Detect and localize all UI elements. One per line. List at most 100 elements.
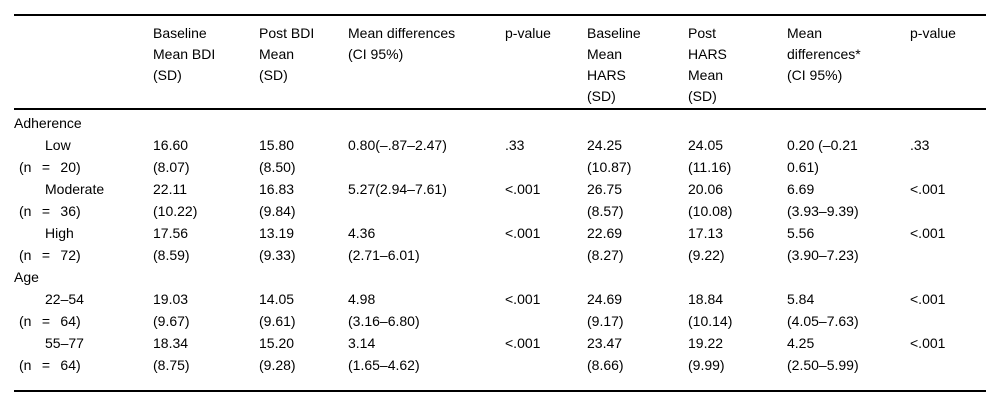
value-line-2: (4.05–7.63): [787, 313, 859, 329]
value-line-1: 18.84: [688, 291, 724, 307]
value-line-1: <.001: [910, 181, 946, 197]
value-line-1: 5.27(2.94–7.61): [348, 181, 447, 197]
column-header-8: p-value: [910, 15, 986, 110]
value-line-1: 17.13: [688, 225, 724, 241]
value-cell: 17.56 (8.59): [153, 222, 259, 266]
value-line-1: <.001: [910, 335, 946, 351]
value-line-1: <.001: [505, 181, 541, 197]
row-sample-size: (n = 36): [19, 203, 81, 219]
value-line-2: (1.65–4.62): [348, 357, 420, 373]
value-line-2: (9.99): [688, 357, 725, 373]
value-cell: 3.14 (1.65–4.62): [348, 332, 505, 391]
row-label-cell: 55–77 (n = 64): [14, 332, 153, 391]
value-cell: 0.20 (–0.21 0.61): [787, 134, 910, 178]
column-header-4: p-value: [505, 15, 587, 110]
value-cell: 0.80(–.87–2.47): [348, 134, 505, 178]
value-line-2: [910, 310, 982, 332]
value-cell: 4.36 (2.71–6.01): [348, 222, 505, 266]
value-cell: 13.19 (9.33): [259, 222, 348, 266]
value-line-2: (10.08): [688, 203, 733, 219]
results-table: Baseline Mean BDI (SD) Post BDI Mean (SD) Mean…: [14, 14, 986, 392]
value-line-2: (8.75): [153, 357, 190, 373]
section-row: Adherence: [14, 109, 986, 134]
value-line-2: [910, 156, 982, 178]
value-line-2: (8.50): [259, 159, 296, 175]
column-header-6: Post HARS Mean (SD): [688, 15, 787, 110]
value-line-1: 3.14: [348, 335, 376, 351]
data-row: 55–77 (n = 64) 18.34 (8.75) 15.20 (9.28) 3.14 (…: [14, 332, 986, 391]
value-line-2: [505, 310, 583, 332]
value-cell: <.001: [505, 288, 587, 332]
value-cell: .33: [505, 134, 587, 178]
data-row: Low (n = 20) 16.60 (8.07) 15.80 (8.50) 0.80(–.…: [14, 134, 986, 178]
value-line-2: (8.66): [587, 357, 624, 373]
value-cell: 4.98 (3.16–6.80): [348, 288, 505, 332]
value-line-1: 6.69: [787, 181, 815, 197]
value-cell: <.001: [910, 288, 986, 332]
column-header-2: Post BDI Mean (SD): [259, 15, 348, 110]
value-line-1: <.001: [910, 225, 946, 241]
value-line-1: 19.03: [153, 291, 189, 307]
value-cell: 24.05 (11.16): [688, 134, 787, 178]
column-header-1: Baseline Mean BDI (SD): [153, 15, 259, 110]
value-line-1: 14.05: [259, 291, 295, 307]
value-cell: 18.34 (8.75): [153, 332, 259, 391]
value-line-2: [910, 244, 982, 266]
value-line-1: 24.05: [688, 137, 724, 153]
value-cell: 23.47 (8.66): [587, 332, 688, 391]
value-line-1: 16.83: [259, 181, 295, 197]
value-line-1: 5.84: [787, 291, 815, 307]
value-line-2: (9.22): [688, 247, 725, 263]
value-line-2: (9.61): [259, 313, 296, 329]
column-header-0: [14, 15, 153, 110]
value-line-1: 26.75: [587, 181, 623, 197]
value-line-1: 24.25: [587, 137, 623, 153]
section-label: Age: [14, 269, 39, 285]
value-cell: 17.13 (9.22): [688, 222, 787, 266]
value-line-1: <.001: [505, 225, 541, 241]
column-header-3: Mean differences (CI 95%): [348, 15, 505, 110]
header-line: (CI 95%): [787, 67, 843, 83]
row-sample-size: (n = 64): [19, 357, 81, 373]
value-line-2: [910, 354, 982, 376]
value-line-1: 24.69: [587, 291, 623, 307]
value-line-2: (3.93–9.39): [787, 203, 859, 219]
value-line-1: 20.06: [688, 181, 724, 197]
header-line: (CI 95%): [348, 46, 404, 62]
value-line-2: [505, 354, 583, 376]
header-line: HARS: [688, 46, 727, 62]
value-line-2: (8.27): [587, 247, 624, 263]
value-line-2: (9.84): [259, 203, 296, 219]
value-line-1: 13.19: [259, 225, 295, 241]
header-line: Mean: [259, 46, 295, 62]
value-line-1: 15.80: [259, 137, 295, 153]
value-line-2: [348, 200, 501, 222]
value-cell: 16.60 (8.07): [153, 134, 259, 178]
value-cell: 18.84 (10.14): [688, 288, 787, 332]
value-line-2: (9.67): [153, 313, 190, 329]
value-cell: <.001: [910, 222, 986, 266]
value-cell: 22.69 (8.27): [587, 222, 688, 266]
value-line-1: 4.98: [348, 291, 376, 307]
header-line: Mean BDI: [153, 46, 216, 62]
value-cell: <.001: [505, 332, 587, 391]
header-line: p-value: [910, 25, 956, 41]
value-cell: <.001: [505, 222, 587, 266]
row-label: High: [45, 225, 74, 241]
row-label: Low: [45, 137, 71, 153]
value-cell: .33: [910, 134, 986, 178]
value-line-2: (3.16–6.80): [348, 313, 420, 329]
value-line-1: 23.47: [587, 335, 623, 351]
header-line: Mean: [587, 46, 623, 62]
value-line-2: [348, 156, 501, 178]
row-sample-size: (n = 72): [19, 247, 81, 263]
row-label-cell: Moderate (n = 36): [14, 178, 153, 222]
value-line-1: <.001: [910, 291, 946, 307]
header-line: (SD): [153, 67, 182, 83]
value-cell: 20.06 (10.08): [688, 178, 787, 222]
value-cell: 22.11 (10.22): [153, 178, 259, 222]
value-line-1: 5.56: [787, 225, 815, 241]
header-line: Post: [688, 25, 717, 41]
value-cell: <.001: [910, 332, 986, 391]
column-header-5: Baseline Mean HARS (SD): [587, 15, 688, 110]
